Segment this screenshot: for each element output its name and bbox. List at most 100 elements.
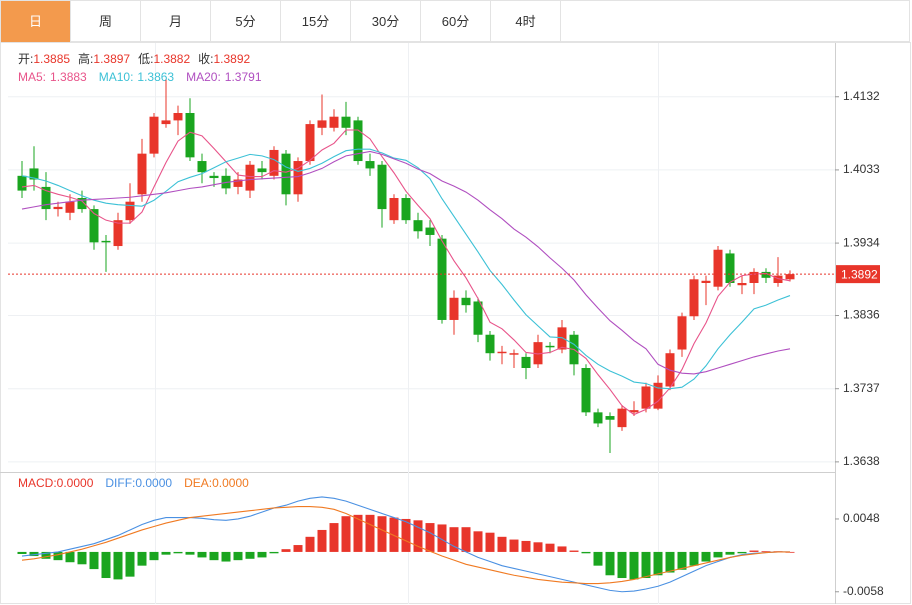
macd-bar [641,551,651,579]
legend-value: 1.3883 [50,70,87,84]
macd-bar [197,551,207,558]
macd-bar [437,524,447,552]
macd-bar [557,546,567,552]
period-tabs: 日周月 5分 15分 30分 60分 4时 [0,0,910,42]
legend-value: 0.0000 [212,476,249,490]
macd-bar [293,545,303,552]
candle-body [17,175,27,191]
period-tab[interactable]: 5分 [211,1,281,42]
candle-body [413,220,423,232]
macd-bar [653,551,663,576]
ohlc-label: 收: [198,52,213,66]
period-tab[interactable]: 日 [1,1,71,42]
macd-bar [245,551,255,559]
candle-body [173,113,183,121]
candle-body [677,316,687,350]
candle-body [269,149,279,176]
candle-body [629,410,639,413]
candle-body [377,164,387,210]
candle-body [161,120,171,125]
macd-bar [17,551,27,554]
candle-body [425,227,435,235]
macd-bar [377,516,387,552]
candle-body [485,334,495,354]
macd-bar [269,551,279,554]
legend-label: MA20: [186,70,221,84]
macd-bar [29,551,39,557]
y-tick-label: 1.3836 [843,308,880,322]
candle-body [701,280,711,283]
candle-body [737,283,747,286]
candle-body [761,271,771,278]
ohlc-value: 1.3892 [213,52,250,66]
macd-bar [389,517,399,552]
macd-bar [677,551,687,570]
ohlc-header: 开:1.3885 高:1.3897 低:1.3882 收:1.3892 [18,51,251,66]
macd-bar [737,551,747,554]
candle-body [53,206,63,210]
y-tick-label: 1.3934 [843,235,880,249]
macd-bar [41,551,51,559]
y-tick-label: 1.3638 [843,454,880,468]
macd-bar [305,536,315,552]
candle-body [605,416,615,420]
macd-bar [605,551,615,576]
candle-body [461,297,471,306]
macd-bar [701,551,711,562]
period-tab[interactable]: 60分 [421,1,491,42]
y-tick-label: 1.4132 [843,89,880,103]
legend-value: 1.3863 [137,70,174,84]
legend-label: DEA: [184,476,212,490]
macd-bar [485,532,495,552]
candle-body [437,238,447,320]
macd-bar [233,551,243,561]
macd-bar [713,551,723,558]
macd-bar [545,543,555,552]
macd-bar [749,550,759,552]
macd-bar [149,551,159,561]
candle-body [521,356,531,368]
macd-line [21,506,790,585]
period-tab[interactable]: 15分 [281,1,351,42]
macd-bar [113,551,123,580]
macd-bar [77,551,87,565]
period-tab[interactable]: 4时 [491,1,561,42]
period-tab[interactable]: 30分 [351,1,421,42]
y-tick-label: 1.3737 [843,381,880,395]
candle-body [305,124,315,162]
period-tab[interactable]: 周 [71,1,141,42]
candle-body [89,209,99,243]
macd-bar [413,520,423,552]
macd-bar [53,551,63,561]
candle-body [353,120,363,162]
candle-body [785,274,795,280]
period-tab[interactable]: 月 [141,1,211,42]
candle-body [593,412,603,424]
candle-body [749,271,759,283]
legend-label: DIFF: [105,476,135,490]
macd-bar [161,551,171,555]
candle-body [641,386,651,409]
legend-label: MACD: [18,476,57,490]
macd-bar [221,551,231,562]
ohlc-value: 1.3882 [153,52,190,66]
ohlc-value: 1.3885 [33,52,70,66]
macd-bar [449,527,459,552]
candle-body [281,153,291,195]
candle-body [653,382,663,409]
candle-body [125,201,135,221]
macd-bar [125,551,135,577]
legend-value: 1.3791 [225,70,262,84]
ohlc-label: 高: [78,51,93,66]
macd-bar [329,523,339,552]
candle-body [197,161,207,173]
candle-body [401,198,411,221]
macd-bar [581,551,591,554]
candle-body [233,179,243,187]
ohlc-label: 开: [18,52,33,66]
macd-bar [341,516,351,552]
candle-body [137,153,147,195]
macd-bar [101,551,111,579]
